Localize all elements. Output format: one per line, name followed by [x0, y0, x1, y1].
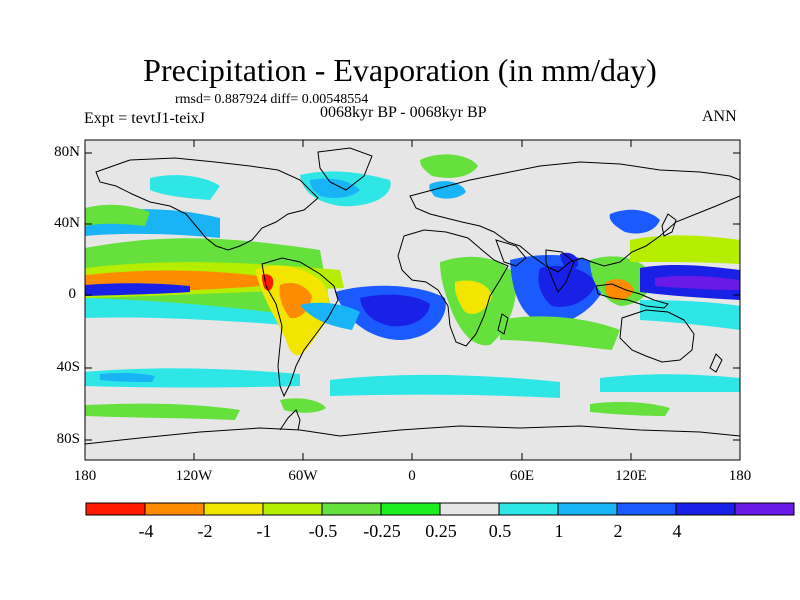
coastline-antarctica	[85, 425, 740, 445]
southern-ocean-cyan-mid	[330, 374, 560, 398]
west-pacific-purple	[655, 275, 740, 290]
lat-tick-label: 80S	[56, 431, 80, 447]
lon-tick-label: 180	[73, 468, 97, 484]
lat-tick-label: 40S	[56, 359, 80, 375]
coastline-japan	[661, 213, 677, 237]
coastlines	[85, 147, 740, 445]
period-label: 0068kyr BP - 0068kyr BP	[320, 104, 487, 121]
coastline-new-zealand	[709, 353, 723, 373]
south-america-orange	[279, 282, 312, 319]
colorbar-label: -4	[138, 521, 154, 541]
colorbar-swatch	[557, 502, 618, 516]
colorbar-swatch	[498, 502, 559, 516]
coastline-indonesia	[595, 283, 669, 309]
colorbar-label: 1	[554, 521, 564, 541]
atlantic-deep-blue	[360, 294, 430, 327]
lon-tick-label: 0	[408, 468, 416, 484]
colorbar-swatch	[439, 502, 500, 516]
east-asia-blue	[609, 209, 660, 234]
colorbar-swatch	[734, 502, 795, 516]
figure-title: Precipitation - Evaporation (in mm/day)	[143, 52, 657, 88]
season-label: ANN	[702, 108, 737, 125]
field-layer	[85, 140, 740, 460]
lat-tick-label: 80N	[54, 144, 80, 160]
stats-line: rmsd= 0.887924 diff= 0.00548554	[175, 92, 369, 107]
southern-ocean-blue-west	[100, 372, 155, 382]
colorbar-swatch	[262, 502, 323, 516]
coastline-antarctic-peninsula	[279, 409, 301, 431]
africa-yellow	[454, 280, 492, 315]
lon-tick-label: 120E	[615, 468, 647, 484]
colorbar-swatch	[616, 502, 677, 516]
north-america-cyan	[150, 175, 220, 200]
europe-green	[420, 154, 478, 178]
drake-passage-green	[280, 398, 326, 413]
lon-tick-label: 60E	[509, 468, 535, 484]
southern-ocean-green-east	[590, 401, 670, 416]
southern-ocean-cyan-east	[600, 374, 740, 392]
colorbar-swatch	[321, 502, 382, 516]
lon-tick-label: 120W	[175, 468, 213, 484]
colorbar-label: 0.25	[425, 521, 457, 541]
north-pacific-green	[85, 204, 150, 226]
coastline-india	[545, 249, 575, 293]
colorbar-swatch	[380, 502, 441, 516]
colorbar-swatch	[675, 502, 736, 516]
lat-tick-label: 40N	[54, 215, 80, 231]
coastline-africa	[397, 229, 509, 347]
west-atlantic-cyan	[300, 302, 360, 330]
colorbar-swatch	[144, 502, 205, 516]
colorbar-label: 2	[613, 521, 623, 541]
coastline-north-america	[95, 157, 319, 251]
lon-tick-label: 60W	[288, 468, 318, 484]
axis-ticks	[84, 140, 741, 460]
south-pacific-cyan-band	[85, 298, 300, 326]
europe-cyan	[429, 181, 466, 199]
southern-ocean-green-west	[85, 403, 240, 420]
experiment-label: Expt = tevtJ1-teixJ	[84, 110, 206, 127]
north-atlantic-blue	[310, 178, 360, 198]
southern-ocean-cyan-west	[85, 368, 300, 388]
coastline-australia	[619, 309, 695, 363]
south-indian-green	[500, 316, 620, 350]
pacific-blue-strip	[85, 283, 190, 296]
colorbar	[85, 502, 795, 516]
bay-of-bengal-blue	[560, 252, 579, 270]
colorbar-swatch	[85, 502, 146, 516]
coastline-eurasia	[409, 161, 740, 273]
lon-tick-label: 180	[728, 468, 752, 484]
lat-tick-label: 0	[68, 286, 77, 302]
colorbar-label: 0.5	[488, 521, 512, 541]
colorbar-label: -1	[256, 521, 272, 541]
colorbar-label: 4	[672, 521, 682, 541]
coastline-greenland	[317, 147, 373, 191]
coastline-arabia	[495, 239, 527, 267]
colorbar-label: -0.5	[308, 521, 338, 541]
north-west-pacific-green	[630, 235, 740, 264]
coastline-madagascar	[497, 313, 509, 335]
colorbar-label: -2	[197, 521, 213, 541]
coastline-south-america	[261, 257, 339, 398]
colorbar-swatch	[203, 502, 264, 516]
indian-ocean-deep-blue	[538, 265, 596, 307]
colorbar-label: -0.25	[363, 521, 401, 541]
